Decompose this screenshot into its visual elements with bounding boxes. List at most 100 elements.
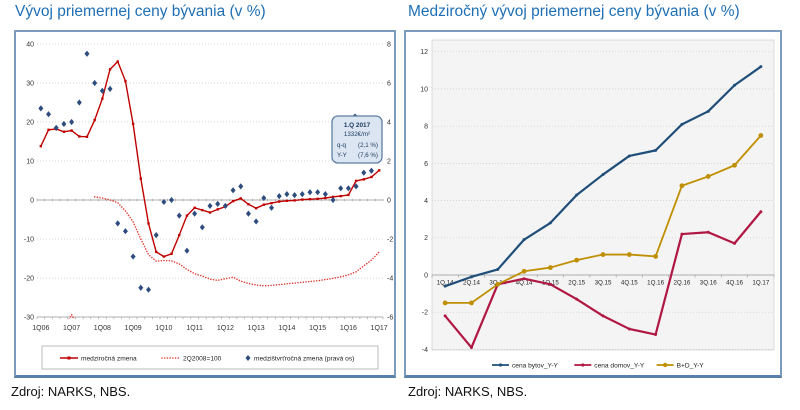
line-marker xyxy=(601,314,605,318)
diamond-marker xyxy=(207,202,213,209)
square-marker xyxy=(193,206,196,209)
x-axis-tick-label: 2Q.15 xyxy=(568,280,585,287)
line-marker xyxy=(759,65,763,69)
diamond-marker xyxy=(61,120,67,128)
diamond-marker xyxy=(338,185,344,192)
diamond-marker xyxy=(245,210,251,217)
square-marker xyxy=(39,144,43,148)
x-axis-tick-label: 1Q14 xyxy=(278,325,295,332)
line-marker xyxy=(654,333,658,337)
square-marker xyxy=(285,199,289,202)
square-marker xyxy=(339,194,342,198)
line-marker xyxy=(522,238,526,242)
diamond-marker xyxy=(184,247,190,254)
diamond-marker xyxy=(107,85,113,92)
legend-box xyxy=(41,345,379,370)
square-marker xyxy=(377,169,381,172)
square-marker xyxy=(185,214,189,217)
square-marker xyxy=(116,60,119,63)
round-marker xyxy=(758,133,764,138)
diamond-marker xyxy=(253,218,259,225)
line-marker xyxy=(706,109,710,113)
diamond-marker xyxy=(292,192,298,199)
left-axes xyxy=(36,198,384,320)
square-marker xyxy=(370,175,373,179)
diamond-marker xyxy=(276,193,282,200)
diamond-marker xyxy=(153,232,159,239)
series-medzistvrtrocna-zmena xyxy=(38,50,382,293)
diamond-marker xyxy=(122,228,128,235)
square-marker xyxy=(347,193,350,197)
line-marker xyxy=(469,346,473,350)
square-marker xyxy=(131,122,135,126)
diamond-marker xyxy=(169,196,175,204)
series-index-2q2008 xyxy=(68,196,380,319)
square-marker xyxy=(331,195,335,199)
square-marker xyxy=(324,196,327,200)
right-chart-canvas: 121086420-2-41Q.142Q.143Q.144Q.141Q.152Q… xyxy=(420,39,775,369)
legend-diamond-marker xyxy=(245,355,251,361)
line-marker xyxy=(469,275,473,279)
right-y-axis-tick-label: -2 xyxy=(387,236,393,243)
dotted-line xyxy=(68,313,75,319)
line-marker xyxy=(680,232,684,236)
left-y-axis-tick-label: -20 xyxy=(24,275,34,282)
round-marker xyxy=(574,257,580,263)
left-y-axis-tick-label: 10 xyxy=(26,158,34,165)
line-marker xyxy=(575,297,579,301)
right-y-axis-tick-label: 4 xyxy=(387,119,391,126)
left-y-axis-tick-label: 30 xyxy=(26,80,34,87)
x-axis-tick-label: 3Q.16 xyxy=(700,280,717,287)
line-marker xyxy=(627,327,631,331)
y-axis-tick-label: 4 xyxy=(424,198,428,205)
square-marker xyxy=(93,118,96,122)
line-marker xyxy=(548,221,552,225)
diamond-marker xyxy=(115,220,121,227)
right-y-axis-tick-label: 8 xyxy=(387,41,391,48)
x-axis-tick-label: 1Q.17 xyxy=(752,280,769,287)
line-marker xyxy=(733,83,737,87)
series-b-d-y-y xyxy=(442,133,764,306)
square-marker xyxy=(316,197,319,201)
left-y-axis-tick-label: 0 xyxy=(30,197,34,204)
square-marker xyxy=(231,199,235,203)
diamond-marker xyxy=(353,183,359,190)
right-axes xyxy=(431,274,775,278)
annotation-quarter: 1.Q 2017 xyxy=(344,122,371,129)
x-axis-tick-label: 1Q08 xyxy=(94,325,111,332)
diamond-marker xyxy=(176,212,182,219)
right-y-axis-tick-label: -6 xyxy=(387,314,393,321)
series-cena-bytov-y-y xyxy=(443,65,763,288)
square-marker xyxy=(139,177,142,180)
diamond-marker xyxy=(69,118,75,126)
square-marker xyxy=(108,68,112,71)
right-y-axis-tick-label: 0 xyxy=(387,197,391,204)
square-marker xyxy=(354,179,358,183)
annotation-qq-value: (2,1 %) xyxy=(358,142,378,149)
square-marker xyxy=(301,198,304,201)
round-marker xyxy=(732,162,737,168)
square-marker xyxy=(254,206,258,210)
right-chart-panel: 121086420-2-41Q.142Q.143Q.144Q.141Q.152Q… xyxy=(404,30,782,378)
diamond-marker xyxy=(99,87,105,94)
solid-line xyxy=(40,60,380,258)
line-marker xyxy=(733,241,737,245)
annotation-yy-label: Y-Y xyxy=(337,152,347,159)
diamond-marker xyxy=(38,105,44,112)
x-axis-tick-label: 1Q06 xyxy=(32,325,49,332)
left-y-axis-tick-label: 20 xyxy=(26,119,34,126)
x-axis-tick-label: 2Q.16 xyxy=(673,280,690,287)
right-chart-title: Medziročný vývoj priemernej ceny bývania… xyxy=(408,3,740,20)
diamond-marker xyxy=(222,202,228,209)
line-marker xyxy=(443,284,447,288)
annotation-box xyxy=(331,115,383,164)
square-marker xyxy=(208,211,212,214)
diamond-marker xyxy=(145,286,151,293)
legend-label: cena bytov_Y-Y xyxy=(512,362,559,369)
diamond-marker xyxy=(284,191,290,198)
square-marker xyxy=(78,135,81,138)
x-axis-tick-label: 4Q.16 xyxy=(726,280,743,287)
left-y-axis-tick-label: -30 xyxy=(24,314,34,321)
square-marker xyxy=(101,97,104,100)
